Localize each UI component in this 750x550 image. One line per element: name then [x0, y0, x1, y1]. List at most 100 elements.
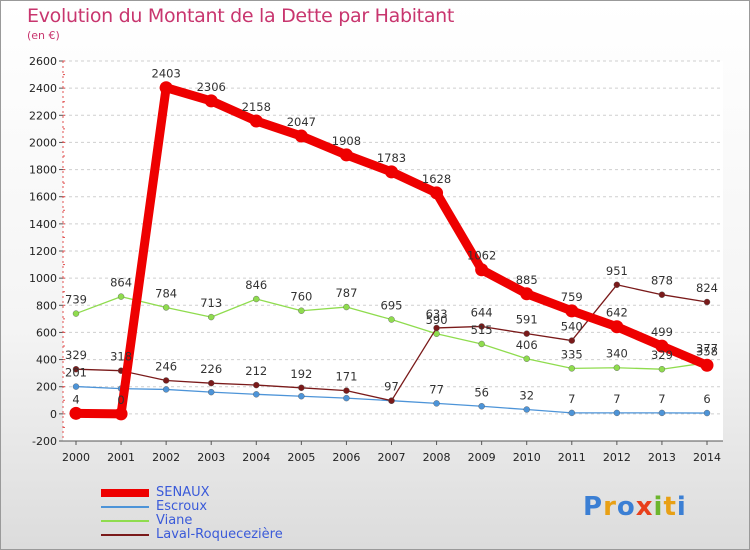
data-label: 1783: [377, 151, 406, 165]
data-label: 56: [474, 385, 489, 399]
data-point: [388, 316, 395, 323]
chart-unit-label: (en €): [27, 29, 60, 42]
data-point: [700, 358, 714, 372]
data-point: [385, 165, 398, 179]
data-point: [388, 397, 395, 404]
x-tick-label: 2011: [558, 451, 586, 464]
data-point: [433, 400, 440, 407]
x-tick-label: 2009: [468, 451, 496, 464]
data-label: 7: [658, 392, 665, 406]
data-label: 335: [561, 347, 583, 361]
data-label: 499: [651, 325, 673, 339]
y-tick-label: 1600: [29, 191, 57, 204]
y-tick-label: 200: [36, 381, 57, 394]
logo-letter: P: [583, 492, 604, 522]
data-point: [253, 381, 260, 389]
y-tick-label: 2400: [29, 82, 57, 95]
data-label: 1908: [332, 134, 361, 148]
data-label: 318: [110, 350, 132, 364]
data-point: [298, 393, 305, 400]
data-label: 7: [568, 392, 575, 406]
data-label: 4: [72, 392, 79, 406]
data-label: 358: [696, 344, 718, 358]
data-label: 591: [516, 313, 538, 327]
data-point: [162, 377, 170, 384]
data-label: 377: [696, 342, 718, 356]
data-point: [117, 293, 125, 300]
logo-letter: t: [663, 492, 677, 522]
legend-label: Viane: [156, 513, 193, 528]
proxiti-logo: Proxiti: [583, 492, 687, 522]
data-point: [658, 366, 666, 373]
data-point: [658, 291, 666, 298]
data-point: [478, 340, 485, 348]
data-label: 340: [606, 347, 628, 361]
x-tick-label: 2001: [107, 451, 135, 464]
x-tick-label: 2004: [242, 451, 270, 464]
data-point: [658, 409, 666, 417]
data-point: [298, 384, 305, 391]
data-label: 212: [245, 364, 267, 378]
data-point: [610, 320, 624, 334]
legend-label: Escroux: [156, 499, 208, 514]
data-point: [613, 409, 621, 417]
data-point: [703, 298, 711, 306]
data-point: [613, 281, 621, 288]
x-tick-label: 2002: [152, 451, 180, 464]
data-point: [159, 81, 173, 95]
logo-letter: x: [635, 492, 654, 522]
data-label: 2306: [197, 80, 226, 94]
logo-letter: o: [616, 492, 636, 522]
data-point: [208, 313, 215, 321]
data-point: [568, 409, 575, 417]
x-tick-label: 2007: [378, 451, 406, 464]
legend-label: Laval-Roquecezière: [156, 527, 283, 542]
data-label: 824: [696, 281, 718, 295]
x-tick-label: 2006: [332, 451, 360, 464]
data-point: [343, 387, 350, 394]
data-label: 1062: [467, 249, 496, 263]
data-label: 246: [155, 359, 177, 373]
data-point: [162, 304, 170, 311]
data-point: [523, 406, 530, 413]
data-point: [249, 114, 263, 128]
data-point: [69, 406, 83, 420]
y-tick-label: 1000: [29, 272, 57, 285]
data-point: [72, 310, 80, 317]
data-label: 695: [381, 299, 403, 313]
legend-swatch: [101, 520, 149, 522]
data-label: 1628: [422, 172, 451, 186]
data-label: 0: [117, 393, 124, 407]
y-tick-label: 800: [36, 299, 57, 312]
data-label: 2158: [242, 100, 271, 114]
data-point: [204, 94, 218, 108]
data-point: [430, 186, 444, 200]
logo-letter: r: [603, 492, 617, 522]
data-point: [208, 379, 215, 387]
data-point: [433, 324, 440, 332]
data-label: 171: [335, 370, 357, 384]
data-label: 864: [110, 276, 132, 290]
data-label: 951: [606, 264, 628, 278]
data-label: 633: [426, 307, 448, 321]
data-point: [613, 364, 621, 371]
data-label: 515: [471, 323, 493, 337]
y-tick-label: 2000: [29, 136, 57, 149]
y-tick-label: 600: [36, 326, 57, 339]
legend-swatch: [101, 534, 149, 536]
y-tick-label: 2200: [29, 109, 57, 122]
y-tick-label: 1400: [29, 218, 57, 231]
data-point: [565, 304, 579, 318]
data-label: 2403: [152, 67, 181, 81]
x-tick-label: 2010: [513, 451, 541, 464]
data-point: [114, 407, 128, 421]
data-label: 739: [65, 293, 87, 307]
data-point: [523, 355, 530, 362]
data-point: [655, 339, 669, 353]
y-tick-label: 1200: [29, 245, 57, 258]
logo-letter: i: [676, 492, 687, 522]
data-label: 644: [471, 305, 493, 319]
data-point: [72, 383, 80, 390]
data-label: 201: [65, 366, 87, 380]
data-point: [294, 129, 308, 143]
